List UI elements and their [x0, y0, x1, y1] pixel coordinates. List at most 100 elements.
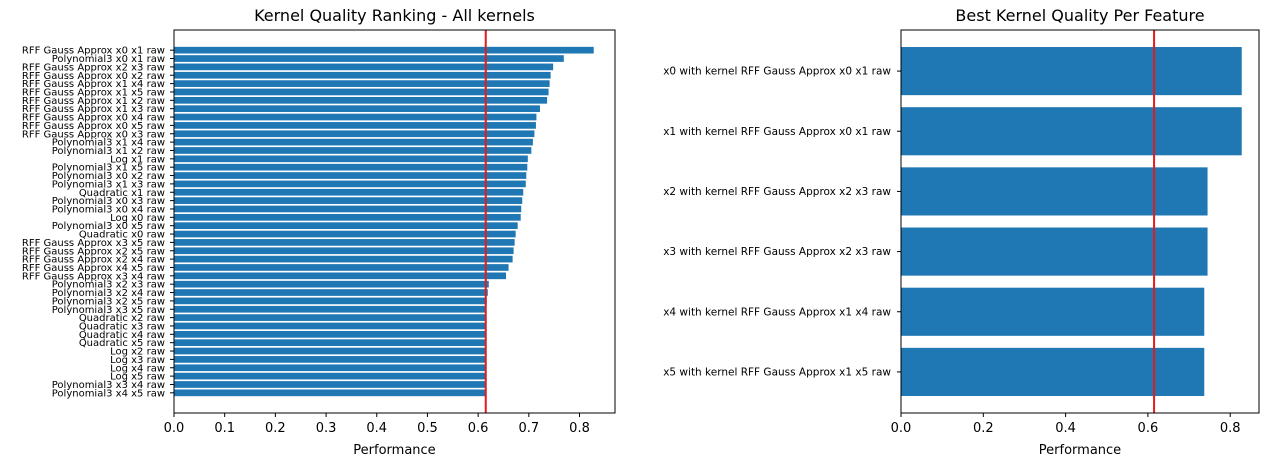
chart-2-x-tick-label: 0.0: [891, 421, 912, 436]
chart-kernel-quality-ranking: Kernel Quality Ranking - All kernels RFF…: [22, 6, 616, 458]
chart-2-bar: [901, 287, 1205, 336]
chart-2-x-ticks: 0.0 0.2 0.4 0.6 0.8: [891, 413, 1241, 436]
chart-1-category-label: Polynomial3 x4 x5 raw: [52, 388, 165, 399]
chart-1-bar: [174, 71, 551, 79]
chart-1-category-label: RFF Gauss Approx x1 x4 raw: [22, 79, 165, 90]
chart-2-bars: [901, 47, 1242, 396]
chart-1-bar: [174, 163, 528, 171]
chart-1-category-label: Polynomial3 x0 x4 raw: [52, 204, 165, 215]
chart-2-category-labels: x0 with kernel RFF Gauss Approx x0 x1 ra…: [663, 66, 901, 378]
chart-2-title: Best Kernel Quality Per Feature: [955, 6, 1204, 25]
chart-1-category-label: Quadratic x3 raw: [79, 321, 165, 332]
chart-1-bar: [174, 330, 486, 338]
chart-1-category-label: Quadratic x4 raw: [79, 330, 165, 341]
chart-best-kernel-per-feature: Best Kernel Quality Per Feature x0 with …: [663, 6, 1260, 458]
chart-2-plot-frame: [900, 29, 1260, 414]
chart-1-bar: [174, 180, 526, 188]
chart-1-category-label: Log x5 raw: [110, 372, 165, 383]
chart-1-category-label: RFF Gauss Approx x2 x4 raw: [22, 255, 165, 266]
chart-1-bar: [174, 305, 487, 313]
chart-1-bar: [174, 322, 486, 330]
chart-1-bar: [174, 205, 522, 213]
chart-1-category-label: Polynomial3 x1 x2 raw: [52, 146, 165, 157]
chart-2-category-label: x1 with kernel RFF Gauss Approx x0 x1 ra…: [663, 126, 891, 138]
chart-1-bar: [174, 155, 528, 163]
chart-1-bar: [174, 280, 489, 288]
chart-2-category-label: x4 with kernel RFF Gauss Approx x1 x4 ra…: [663, 306, 891, 318]
chart-2-bar: [901, 347, 1205, 396]
chart-1-category-label: Polynomial3 x2 x4 raw: [52, 288, 165, 299]
chart-1-category-label: RFF Gauss Approx x1 x3 raw: [22, 104, 165, 115]
chart-1-category-label: Log x4 raw: [110, 363, 165, 374]
chart-1-category-label: Polynomial3 x3 x5 raw: [52, 305, 165, 316]
chart-1-title: Kernel Quality Ranking - All kernels: [254, 6, 535, 25]
chart-1-bar: [174, 188, 524, 196]
chart-1-bar: [174, 247, 514, 255]
chart-2-x-tick-label: 0.2: [973, 421, 994, 436]
chart-2-bar: [901, 227, 1208, 276]
chart-1-category-label: RFF Gauss Approx x1 x5 raw: [22, 87, 165, 98]
chart-2-category-label: x0 with kernel RFF Gauss Approx x0 x1 ra…: [663, 66, 891, 78]
chart-1-bar: [174, 272, 507, 280]
chart-1-category-label: Quadratic x2 raw: [79, 313, 165, 324]
chart-1-bar: [174, 364, 486, 372]
chart-2-x-tick-label: 0.4: [1055, 421, 1076, 436]
chart-1-x-axis-label: Performance: [353, 443, 435, 458]
chart-1-bar: [174, 297, 487, 305]
chart-1-x-tick-label: 0.1: [214, 421, 235, 436]
chart-1-category-label: Log x0 raw: [110, 213, 165, 224]
chart-1-x-tick-label: 0.4: [366, 421, 387, 436]
chart-1-category-label: Polynomial3 x2 x5 raw: [52, 296, 165, 307]
chart-1-bar: [174, 347, 486, 355]
chart-1-category-label: Log x3 raw: [110, 355, 165, 366]
chart-1-plot-frame: [173, 29, 616, 414]
chart-2-bar: [901, 47, 1242, 96]
chart-1-category-label: RFF Gauss Approx x1 x2 raw: [22, 96, 165, 107]
chart-1-bar: [174, 197, 523, 204]
chart-1-bar: [174, 147, 532, 154]
chart-2-x-axis-label: Performance: [1039, 443, 1121, 458]
chart-1-category-label: RFF Gauss Approx x0 x1 raw: [22, 46, 165, 57]
chart-1-category-label: Polynomial3 x0 x5 raw: [52, 221, 165, 232]
chart-1-bar: [174, 105, 540, 113]
chart-2-category-label: x3 with kernel RFF Gauss Approx x2 x3 ra…: [663, 246, 891, 258]
chart-1-category-label: Quadratic x1 raw: [79, 188, 165, 199]
chart-1-bar: [174, 222, 518, 230]
chart-1-x-ticks: 0.0 0.1 0.2 0.3 0.4 0.5 0.6 0.7 0.8: [164, 413, 590, 436]
chart-1-bar: [174, 389, 486, 397]
chart-1-bar: [174, 172, 527, 179]
chart-2-bar: [901, 107, 1242, 156]
chart-1-bar: [174, 264, 509, 271]
chart-1-x-tick-label: 0.5: [417, 421, 438, 436]
chart-1-bar: [174, 46, 594, 54]
chart-1-x-tick-label: 0.8: [569, 421, 590, 436]
chart-1-category-label: RFF Gauss Approx x2 x5 raw: [22, 246, 165, 257]
chart-1-category-label: Quadratic x5 raw: [79, 338, 165, 349]
chart-1-category-label: RFF Gauss Approx x0 x4 raw: [22, 113, 165, 124]
chart-1-category-label: Polynomial3 x1 x4 raw: [52, 138, 165, 149]
chart-1-x-tick-label: 0.6: [468, 421, 489, 436]
chart-1-bar: [174, 138, 533, 146]
chart-1-category-label: RFF Gauss Approx x0 x3 raw: [22, 129, 165, 140]
chart-1-bar: [174, 356, 486, 363]
chart-2-x-tick-label: 0.6: [1138, 421, 1159, 436]
chart-1-bar: [174, 63, 554, 71]
chart-2-category-label: x2 with kernel RFF Gauss Approx x2 x3 ra…: [663, 186, 891, 198]
chart-1-bar: [174, 255, 513, 263]
chart-2-category-label: x5 with kernel RFF Gauss Approx x1 x5 ra…: [663, 366, 891, 378]
chart-1-bar: [174, 239, 515, 246]
chart-1-bar: [174, 381, 486, 388]
chart-1-bar: [174, 372, 486, 380]
chart-1-x-tick-label: 0.0: [164, 421, 185, 436]
chart-1-category-label: Polynomial3 x1 x3 raw: [52, 179, 165, 190]
chart-1-bar: [174, 88, 549, 96]
chart-1-category-label: Polynomial3 x1 x5 raw: [52, 163, 165, 174]
chart-1-bars: [174, 46, 594, 397]
chart-1-bar: [174, 96, 548, 104]
chart-1-bar: [174, 130, 535, 138]
chart-1-bar: [174, 289, 488, 296]
chart-1-category-label: RFF Gauss Approx x0 x5 raw: [22, 121, 165, 132]
chart-1-x-tick-label: 0.2: [265, 421, 286, 436]
chart-2-x-tick-label: 0.8: [1220, 421, 1241, 436]
chart-1-bar: [174, 230, 516, 238]
